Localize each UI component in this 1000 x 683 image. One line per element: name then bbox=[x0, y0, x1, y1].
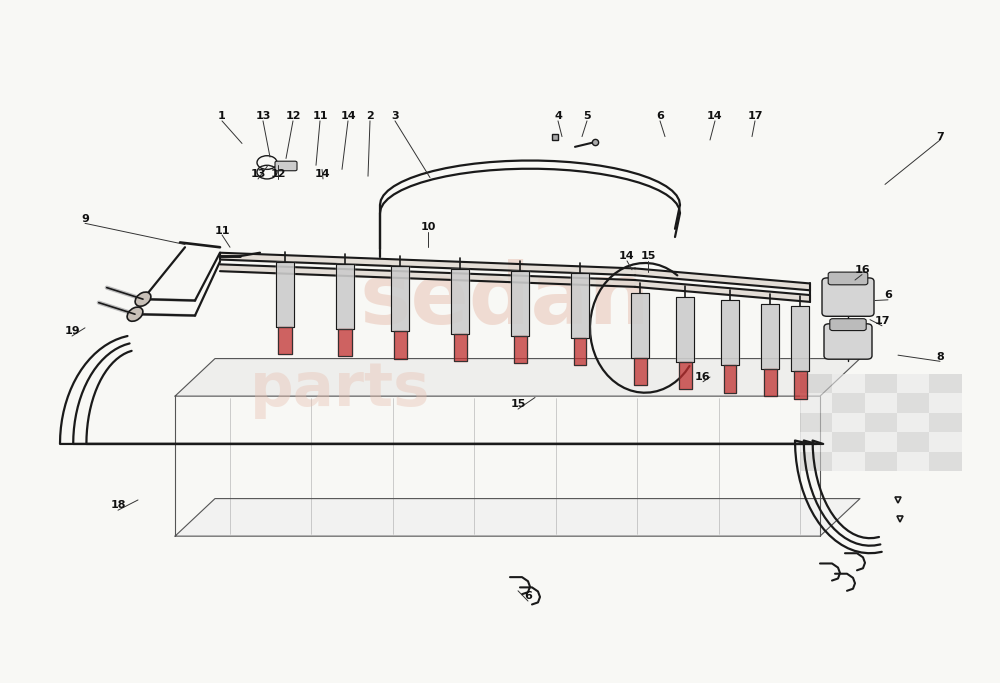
FancyBboxPatch shape bbox=[824, 324, 872, 359]
Text: 10: 10 bbox=[420, 222, 436, 232]
Text: 13: 13 bbox=[250, 169, 266, 179]
Polygon shape bbox=[336, 264, 354, 329]
Text: 3: 3 bbox=[391, 111, 399, 121]
Bar bbox=[832, 432, 865, 452]
Bar bbox=[800, 452, 832, 471]
Text: 12: 12 bbox=[270, 169, 286, 179]
Polygon shape bbox=[175, 499, 860, 536]
Polygon shape bbox=[761, 304, 779, 369]
Text: 2: 2 bbox=[366, 111, 374, 121]
Polygon shape bbox=[511, 271, 529, 336]
Bar bbox=[800, 393, 832, 413]
Polygon shape bbox=[574, 338, 586, 365]
Bar bbox=[800, 432, 832, 452]
FancyBboxPatch shape bbox=[822, 278, 874, 316]
Polygon shape bbox=[631, 293, 649, 358]
Bar bbox=[832, 393, 865, 413]
Bar bbox=[897, 374, 929, 393]
Text: parts: parts bbox=[250, 360, 430, 419]
Text: 13: 13 bbox=[255, 111, 271, 121]
Bar bbox=[865, 452, 897, 471]
Bar bbox=[800, 413, 832, 432]
Bar bbox=[800, 374, 832, 393]
Text: 18: 18 bbox=[110, 501, 126, 510]
Bar bbox=[929, 393, 962, 413]
Bar bbox=[865, 393, 897, 413]
Polygon shape bbox=[679, 361, 692, 389]
Polygon shape bbox=[391, 266, 409, 331]
Polygon shape bbox=[514, 336, 526, 363]
Text: sedan: sedan bbox=[360, 259, 651, 342]
Bar bbox=[929, 413, 962, 432]
Bar bbox=[897, 452, 929, 471]
Text: 6: 6 bbox=[656, 111, 664, 121]
Bar bbox=[929, 374, 962, 393]
Text: 9: 9 bbox=[81, 214, 89, 223]
Ellipse shape bbox=[135, 292, 151, 306]
Bar bbox=[832, 413, 865, 432]
Text: 6: 6 bbox=[884, 290, 892, 300]
Polygon shape bbox=[451, 268, 469, 333]
Text: 11: 11 bbox=[312, 111, 328, 121]
Bar bbox=[897, 413, 929, 432]
Polygon shape bbox=[278, 327, 292, 354]
Text: 8: 8 bbox=[936, 352, 944, 361]
Bar bbox=[929, 452, 962, 471]
Text: 17: 17 bbox=[747, 111, 763, 121]
Text: 16: 16 bbox=[854, 265, 870, 275]
Bar bbox=[832, 452, 865, 471]
Bar bbox=[865, 374, 897, 393]
Polygon shape bbox=[724, 365, 736, 393]
Text: 14: 14 bbox=[315, 169, 331, 179]
Text: 14: 14 bbox=[619, 251, 635, 261]
Polygon shape bbox=[175, 359, 860, 396]
Text: 17: 17 bbox=[874, 316, 890, 326]
Polygon shape bbox=[794, 372, 806, 399]
Polygon shape bbox=[764, 369, 776, 396]
Text: 11: 11 bbox=[214, 226, 230, 236]
Bar bbox=[865, 432, 897, 452]
Polygon shape bbox=[276, 262, 294, 327]
Ellipse shape bbox=[127, 307, 143, 321]
Text: 14: 14 bbox=[707, 111, 723, 121]
Polygon shape bbox=[634, 358, 646, 385]
Text: 15: 15 bbox=[640, 251, 656, 261]
Text: 6: 6 bbox=[524, 591, 532, 601]
Bar bbox=[897, 393, 929, 413]
Bar bbox=[832, 374, 865, 393]
Polygon shape bbox=[791, 307, 809, 372]
Polygon shape bbox=[454, 333, 466, 361]
Polygon shape bbox=[338, 329, 352, 357]
FancyBboxPatch shape bbox=[275, 161, 297, 171]
Text: 19: 19 bbox=[64, 326, 80, 336]
Bar bbox=[897, 432, 929, 452]
Text: 12: 12 bbox=[285, 111, 301, 121]
Text: 7: 7 bbox=[936, 132, 944, 141]
Bar bbox=[865, 413, 897, 432]
Text: 5: 5 bbox=[583, 111, 591, 121]
Text: 4: 4 bbox=[554, 111, 562, 121]
Polygon shape bbox=[721, 301, 739, 365]
Text: 1: 1 bbox=[218, 111, 226, 121]
FancyBboxPatch shape bbox=[830, 319, 866, 331]
Polygon shape bbox=[571, 273, 589, 338]
Polygon shape bbox=[394, 331, 406, 359]
Text: 15: 15 bbox=[510, 400, 526, 409]
FancyBboxPatch shape bbox=[828, 272, 868, 285]
Text: 14: 14 bbox=[340, 111, 356, 121]
Bar bbox=[929, 432, 962, 452]
Polygon shape bbox=[676, 296, 694, 361]
Text: 16: 16 bbox=[695, 372, 711, 382]
